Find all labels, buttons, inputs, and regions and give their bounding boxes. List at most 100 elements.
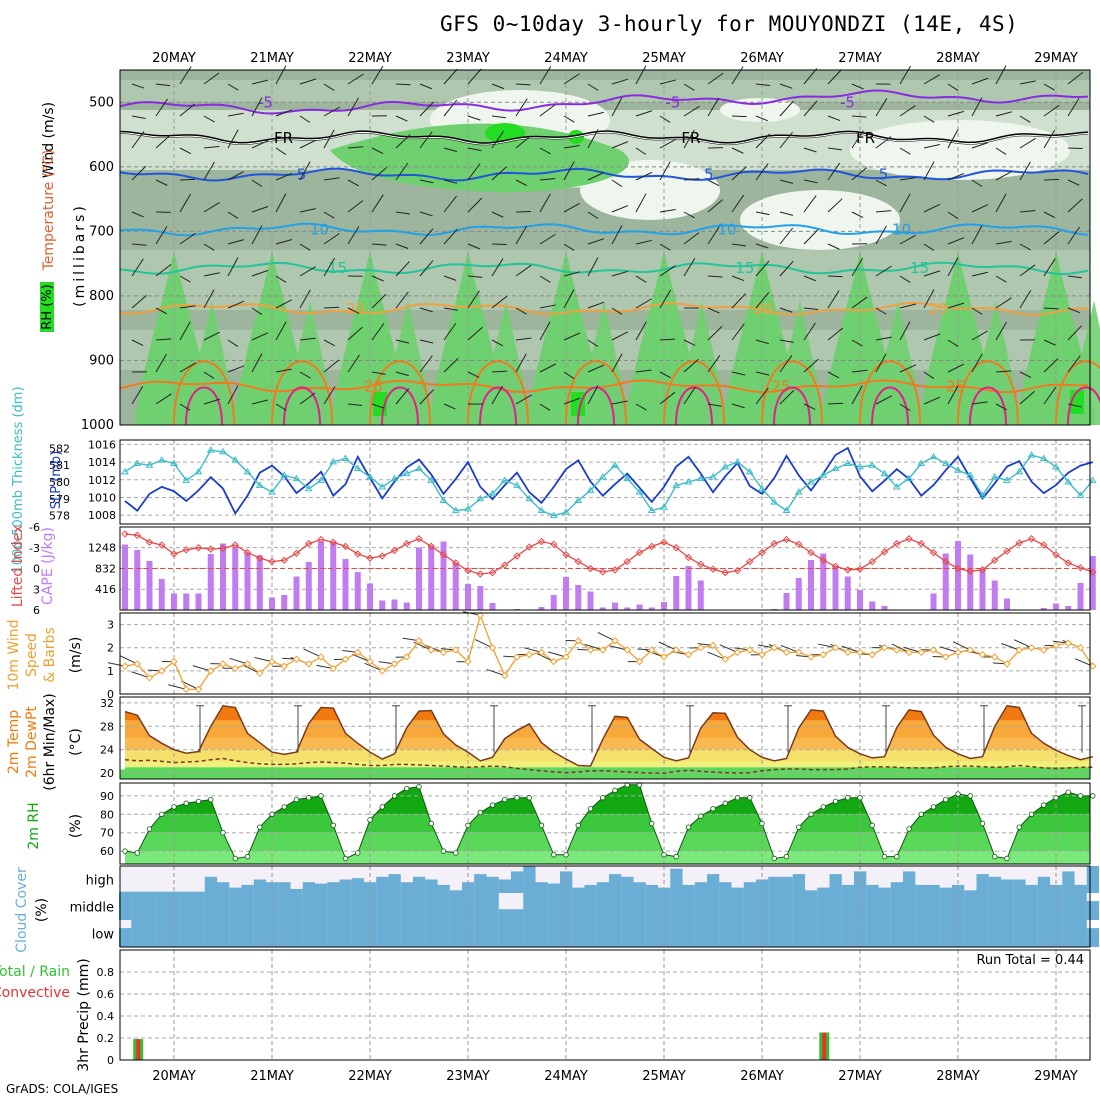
precip-frame (119, 949, 1091, 1061)
cape-bar (930, 593, 937, 610)
wind-barb (659, 265, 676, 277)
thickness-point (892, 483, 901, 490)
li-point (427, 542, 435, 551)
wind-barb (971, 271, 988, 277)
wind-barb (179, 178, 196, 181)
wind-barb (635, 65, 647, 85)
wind-barb (755, 133, 771, 149)
cape-bar (673, 576, 680, 610)
cape-bar (1077, 583, 1084, 610)
wind-barb (395, 162, 409, 181)
rh2m-point (1077, 793, 1084, 799)
isotherm-loop (467, 360, 529, 426)
wind-barb (587, 257, 599, 277)
cloud-bar-high (694, 882, 708, 893)
cloud-bar-low (707, 920, 720, 947)
li-point (464, 566, 472, 575)
rh2m-point (857, 795, 863, 801)
rh2m-point (661, 852, 667, 858)
li-point (158, 541, 166, 549)
cloud-bar-high (511, 871, 524, 893)
wind10-speed-point (133, 660, 141, 668)
wind-barb (611, 141, 629, 149)
rh2m-point (1065, 789, 1071, 795)
wind-barb (611, 225, 623, 245)
cloud-bar-high (878, 887, 891, 893)
wind-barb (227, 257, 239, 277)
rh2m-point (1090, 793, 1096, 799)
wind-barb (875, 179, 887, 187)
wind-barb (803, 229, 819, 245)
wind-barb (203, 371, 215, 379)
li-point (550, 540, 558, 548)
cloud-bar-middle (694, 893, 708, 920)
wind-barb (683, 83, 695, 91)
wind10-speed-point (562, 653, 570, 661)
thickness-point (1076, 491, 1085, 498)
li-point (831, 562, 840, 571)
cloud-bar-low (229, 920, 242, 947)
wind-barb (275, 299, 293, 309)
cloud-bar-middle (792, 893, 806, 920)
wind-barb (131, 243, 147, 246)
cloud-bar-middle (682, 893, 695, 920)
cloud-bar-middle (1050, 893, 1063, 920)
cape-bar (1089, 556, 1096, 610)
cloud-bar-middle (119, 893, 132, 920)
wind-barb (419, 339, 434, 344)
cape-bar (599, 607, 606, 610)
wind-barb (227, 239, 245, 245)
wind10-barb (1013, 639, 1032, 649)
cloud-bar-middle (278, 893, 291, 920)
temp2m-tick-label: 28 (100, 720, 114, 733)
isotherm-label: 25 (946, 377, 965, 395)
li-point (207, 545, 215, 553)
isotherm-label: FR (681, 129, 700, 147)
rh2m-point (428, 820, 434, 827)
cape-bar (1040, 608, 1047, 610)
precip-panel: 0.8 0.6 0.4 0.2 0 (97, 949, 1091, 1067)
wind-barb (899, 321, 911, 341)
temp2m-unit-label: (°C) (68, 728, 84, 756)
li-point (1040, 541, 1048, 549)
dewpoint2m-line (124, 757, 1093, 774)
wind-barb (779, 355, 793, 373)
wind10-speed-point (819, 650, 827, 659)
li-point (525, 543, 533, 551)
cloud-bar-middle (731, 893, 744, 920)
wind-barb (827, 290, 840, 309)
wind-barb (1019, 115, 1031, 123)
cape-bar (281, 595, 288, 610)
wind-barb (899, 403, 911, 411)
wind10-speed-point (782, 648, 791, 657)
cloud-bar-high (302, 882, 316, 893)
cloud-bar-middle (1001, 893, 1014, 920)
cloud-bar-low (854, 920, 867, 947)
cloud-bar-low (511, 920, 524, 947)
cape-bar (134, 550, 141, 610)
li-point (452, 559, 460, 567)
thickness-point (1027, 451, 1036, 458)
cloud-bar-middle (952, 893, 965, 920)
cape-bar (293, 576, 300, 610)
wind-barb (995, 370, 1012, 373)
cape-bar (146, 561, 153, 610)
thickness-point (941, 459, 950, 467)
wind-barb (755, 292, 770, 309)
wind-barb (1019, 391, 1035, 405)
cloud-bar-high (143, 891, 156, 893)
wind-barb (827, 327, 844, 341)
wind10-speed-point (207, 667, 215, 675)
wind-barb (731, 323, 745, 341)
wind-barb (299, 371, 311, 379)
rh2m-point (734, 795, 741, 801)
cloud-bar-high (204, 876, 218, 893)
rh-saturated-region (571, 392, 585, 416)
cloud-bar-high (217, 882, 230, 893)
isotherm-loop (381, 386, 419, 426)
wind10-speed-point (758, 650, 766, 659)
li-point (954, 564, 962, 573)
thickness-point (268, 488, 276, 495)
cloud-bar-middle (939, 893, 953, 920)
wind10-speed-point (954, 648, 962, 657)
